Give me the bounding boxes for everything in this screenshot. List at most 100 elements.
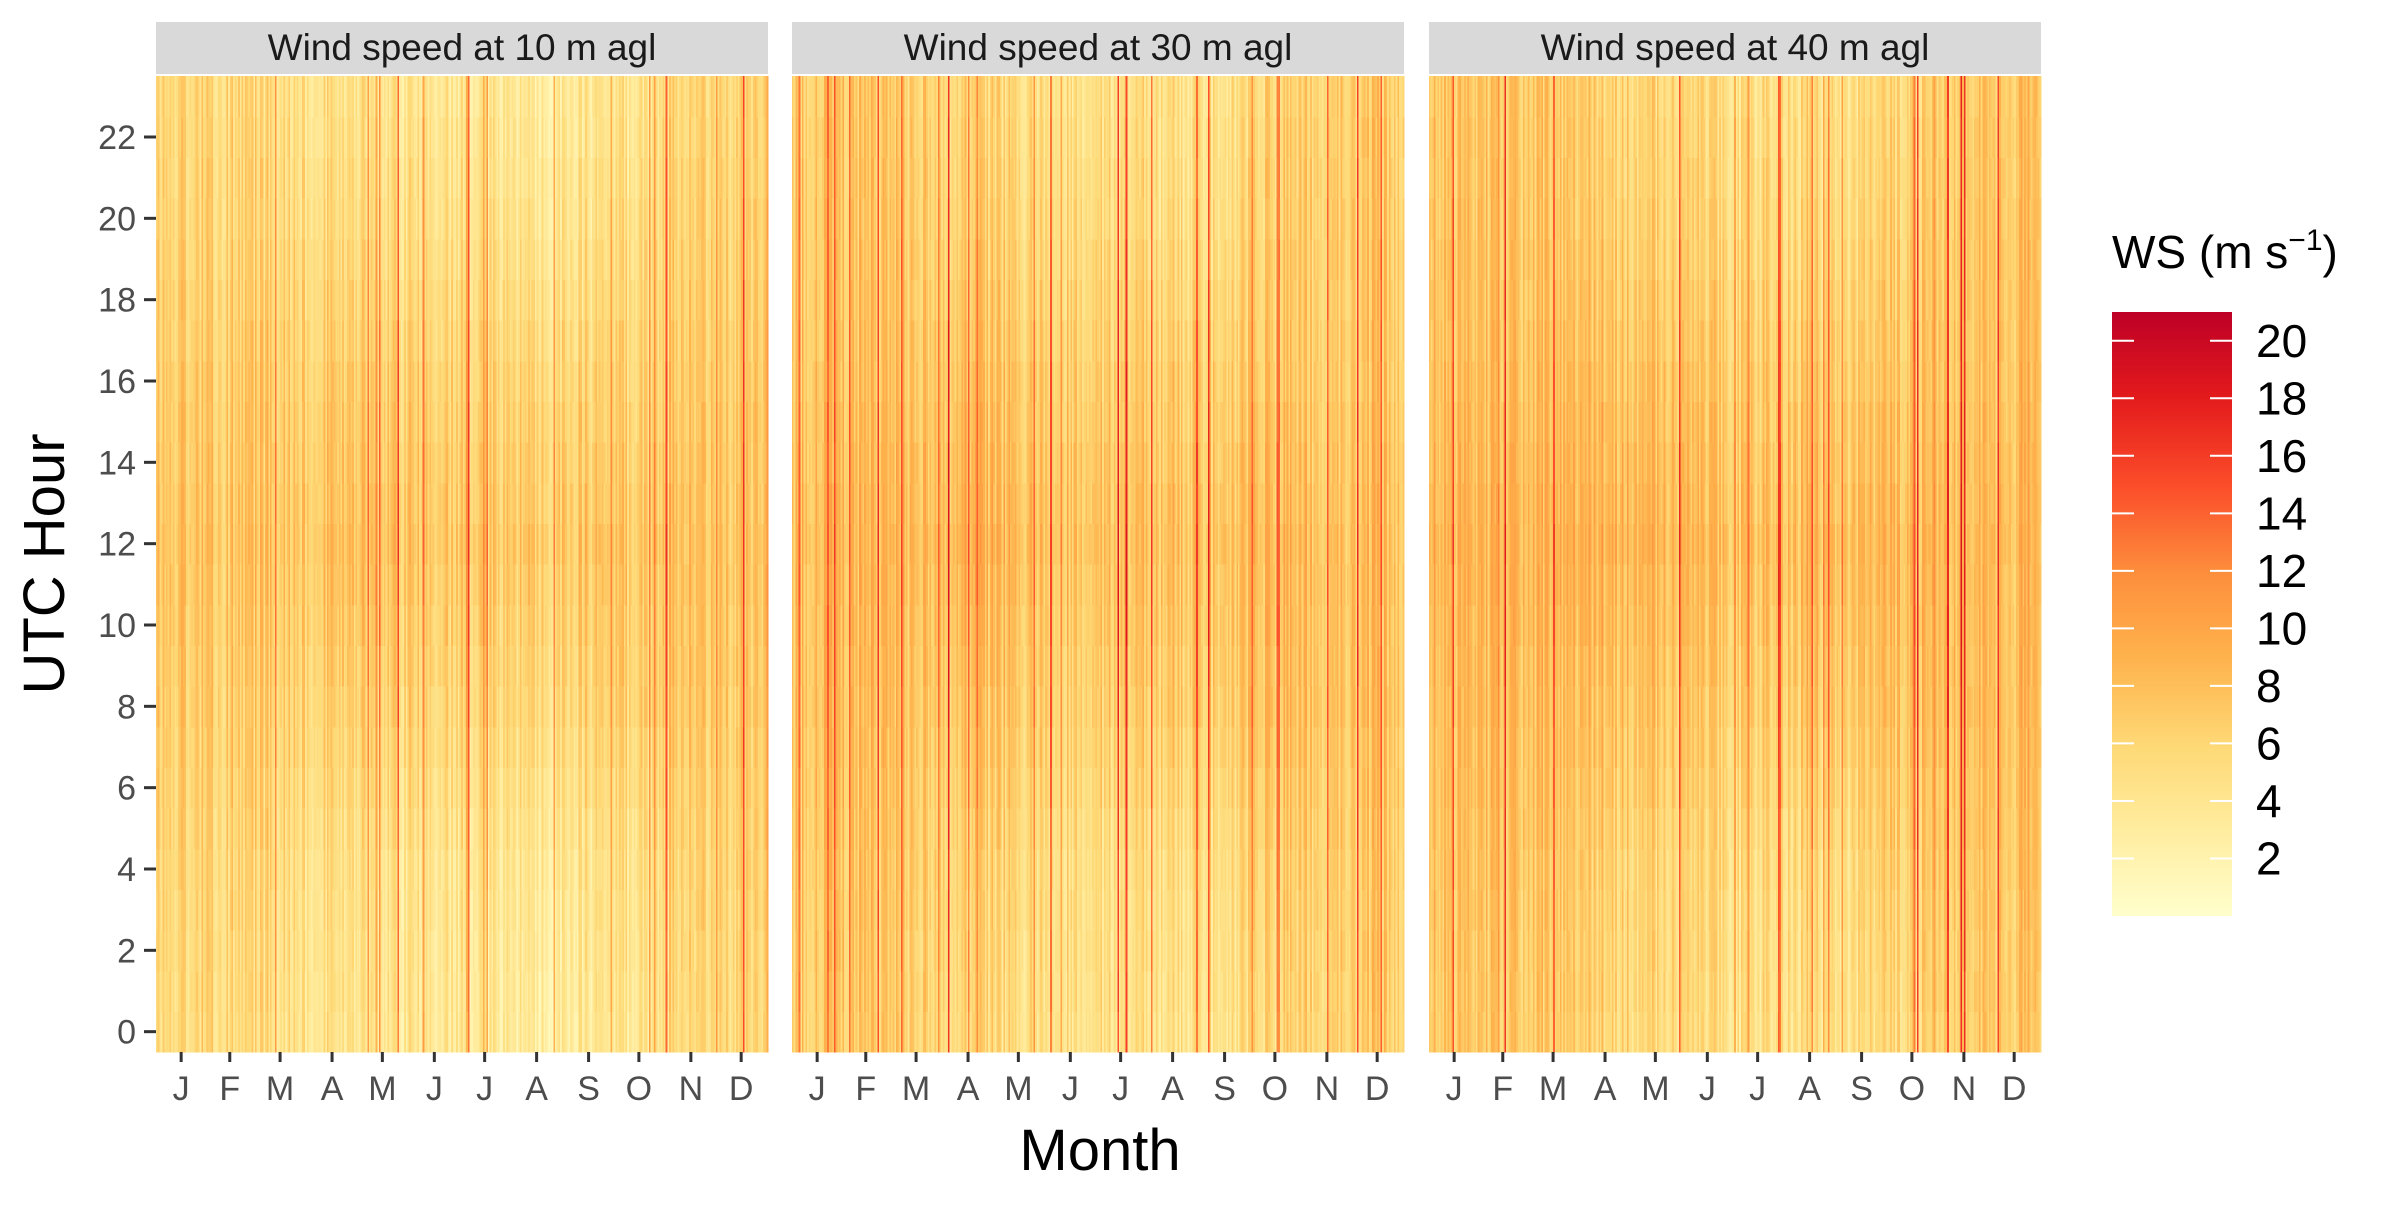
- heatmap-cell: [233, 645, 236, 687]
- heatmap-cell: [167, 360, 171, 402]
- heatmap-cell: [202, 645, 206, 687]
- heatmap-cell: [286, 645, 290, 687]
- heatmap-cell: [320, 157, 323, 199]
- heatmap-cell: [233, 523, 236, 565]
- heatmap-cell: [191, 686, 194, 728]
- heatmap-cell: [280, 645, 283, 687]
- heatmap-cell: [285, 848, 288, 890]
- heatmap-cell: [214, 76, 217, 118]
- heatmap-cell: [291, 523, 295, 565]
- heatmap-cell: [256, 198, 259, 240]
- heatmap-cell: [300, 360, 303, 402]
- heatmap-cell: [278, 238, 281, 280]
- heatmap-cell: [234, 238, 238, 280]
- heatmap-cell: [266, 523, 269, 565]
- heatmap-cell: [296, 279, 300, 321]
- heatmap-cell: [161, 767, 164, 809]
- heatmap-cell: [311, 76, 315, 118]
- heatmap-cell: [266, 401, 269, 443]
- heatmap-cell: [223, 686, 226, 728]
- heatmap-cell: [206, 523, 209, 565]
- heatmap-cell: [295, 564, 298, 606]
- heatmap-cell: [213, 442, 216, 484]
- heatmap-cell: [209, 442, 212, 484]
- heatmap-cell: [164, 767, 167, 809]
- heatmap-cell: [156, 238, 159, 280]
- heatmap-cell: [271, 442, 274, 484]
- heatmap-cell: [176, 523, 179, 565]
- heatmap-cell: [156, 360, 159, 402]
- heatmap-cell: [251, 726, 254, 768]
- heatmap-cell: [218, 76, 221, 118]
- heatmap-cell: [303, 279, 306, 321]
- heatmap-cell: [241, 401, 244, 443]
- heatmap-cell: [197, 320, 201, 362]
- heatmap-cell: [214, 645, 217, 687]
- heatmap-cell: [219, 198, 222, 240]
- heatmap-cell: [199, 970, 202, 1012]
- heatmap-cell: [311, 604, 315, 646]
- heatmap-cell: [199, 726, 202, 768]
- heatmap-cell: [221, 1011, 224, 1053]
- heatmap-cell: [202, 76, 206, 118]
- heatmap-cell: [184, 442, 187, 484]
- heatmap-cell: [266, 116, 269, 158]
- heatmap-cell: [254, 808, 258, 850]
- heatmap-cell: [166, 767, 169, 809]
- heatmap-cell: [313, 808, 316, 850]
- heatmap-cell: [283, 238, 286, 280]
- heatmap-cell: [285, 482, 288, 524]
- heatmap-cell: [199, 320, 202, 362]
- heatmap-cell: [194, 726, 197, 768]
- heatmap-cell: [231, 320, 234, 362]
- heatmap-cell: [283, 401, 286, 443]
- heatmap-cell: [162, 320, 165, 362]
- heatmap-cell: [161, 848, 164, 890]
- heatmap-cell: [181, 808, 184, 850]
- heatmap-cell: [207, 238, 211, 280]
- heatmap-cell: [301, 238, 305, 280]
- heatmap-cell: [191, 360, 194, 402]
- heatmap-cell: [228, 726, 231, 768]
- heatmap-cell: [285, 442, 288, 484]
- heatmap-cell: [278, 482, 281, 524]
- heatmap-cell: [226, 198, 229, 240]
- heatmap-cell: [300, 808, 303, 850]
- heatmap-cell: [162, 686, 165, 728]
- heatmap-cell: [164, 76, 167, 118]
- heatmap-cell: [313, 116, 316, 158]
- heatmap-cell: [181, 1011, 184, 1053]
- heatmap-cell: [243, 930, 246, 972]
- heatmap-cell: [166, 360, 169, 402]
- heatmap-cell: [164, 116, 167, 158]
- heatmap-cell: [241, 645, 244, 687]
- heatmap-cell: [177, 482, 181, 524]
- heatmap-cell: [186, 848, 189, 890]
- heatmap-cell: [184, 604, 187, 646]
- heatmap-cell: [224, 320, 228, 362]
- heatmap-cell: [295, 604, 298, 646]
- heatmap-cell: [285, 1011, 288, 1053]
- heatmap-cell: [228, 279, 231, 321]
- heatmap-cell: [321, 523, 325, 565]
- heatmap-cell: [223, 76, 226, 118]
- heatmap-cell: [181, 401, 184, 443]
- heatmap-cell: [310, 360, 313, 402]
- heatmap-cell: [310, 726, 313, 768]
- heatmap-cell: [219, 76, 222, 118]
- heatmap-cell: [253, 157, 256, 199]
- heatmap-cell: [236, 970, 239, 1012]
- heatmap-cell: [243, 238, 246, 280]
- heatmap-cell: [211, 360, 214, 402]
- heatmap-cell: [281, 767, 285, 809]
- heatmap-cell: [202, 198, 206, 240]
- heatmap-cell: [224, 604, 228, 646]
- heatmap-cell: [311, 1011, 315, 1053]
- heatmap-cell: [204, 482, 207, 524]
- heatmap-cell: [231, 970, 234, 1012]
- heatmap-cell: [321, 1011, 325, 1053]
- heatmap-cell: [172, 157, 176, 199]
- heatmap-cell: [296, 848, 300, 890]
